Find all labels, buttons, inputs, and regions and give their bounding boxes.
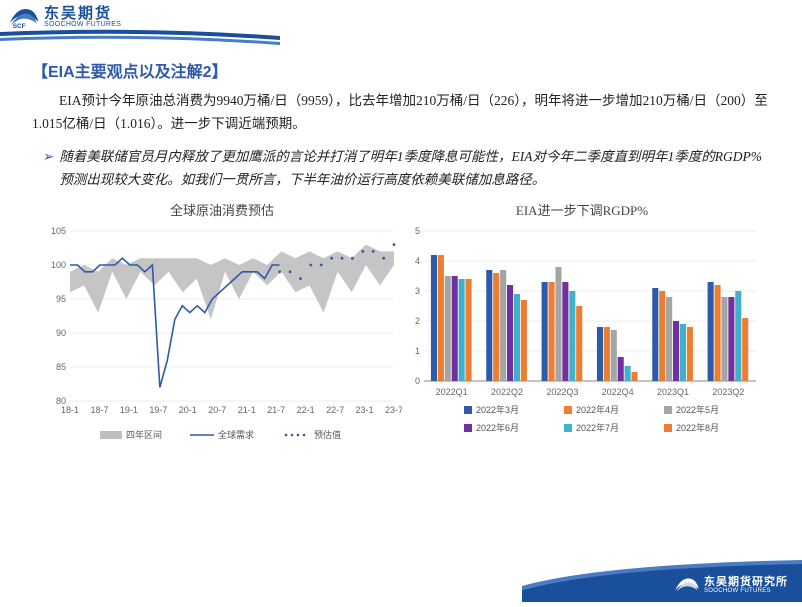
footer-name-en: SOOCHOW FUTURES [704, 588, 788, 594]
bullet-text: 随着美联储官员月内释放了更加鹰派的言论并打消了明年1季度降息可能性，EIA对今年… [59, 146, 770, 192]
svg-text:2023Q2: 2023Q2 [712, 387, 744, 397]
svg-text:2023Q1: 2023Q1 [657, 387, 689, 397]
svg-text:全球需求: 全球需求 [218, 429, 254, 440]
svg-text:2022年4月: 2022年4月 [576, 404, 619, 415]
svg-text:2022Q3: 2022Q3 [546, 387, 578, 397]
svg-text:2: 2 [415, 316, 420, 326]
header-swoosh-icon [0, 28, 280, 48]
footer-mark-icon [674, 574, 700, 596]
svg-text:23-1: 23-1 [356, 405, 374, 415]
brand-name-en: SOOCHOW FUTURES [44, 21, 121, 28]
footer-brand: 东吴期货研究所 SOOCHOW FUTURES [674, 574, 788, 596]
svg-text:2022年3月: 2022年3月 [476, 404, 519, 415]
svg-text:22-7: 22-7 [326, 405, 344, 415]
svg-text:2022Q1: 2022Q1 [436, 387, 468, 397]
intro-paragraph: EIA预计今年原油总消费为9940万桶/日（9959），比去年增加210万桶/日… [32, 90, 770, 136]
svg-text:20-1: 20-1 [179, 405, 197, 415]
bullet-point: ➢ 随着美联储官员月内释放了更加鹰派的言论并打消了明年1季度降息可能性，EIA对… [32, 146, 770, 192]
page-footer: 东吴期货研究所 SOOCHOW FUTURES [522, 560, 802, 602]
svg-text:2022Q2: 2022Q2 [491, 387, 523, 397]
svg-text:2022年7月: 2022年7月 [576, 422, 619, 433]
chevron-right-icon: ➢ [42, 146, 53, 192]
chart-global-consumption: 全球原油消费预估 8085909510010518-118-719-119-72… [42, 200, 402, 460]
svg-text:2022年5月: 2022年5月 [676, 404, 719, 415]
svg-text:18-1: 18-1 [61, 405, 79, 415]
svg-text:21-7: 21-7 [267, 405, 285, 415]
content-area: 【EIA主要观点以及注解2】 EIA预计今年原油总消费为9940万桶/日（995… [0, 50, 802, 460]
svg-text:22-1: 22-1 [297, 405, 315, 415]
svg-text:0: 0 [415, 376, 420, 386]
chart2-title: EIA进一步下调RGDP% [402, 200, 762, 219]
footer-name-cn: 东吴期货研究所 [704, 577, 788, 588]
svg-text:95: 95 [56, 294, 66, 304]
svg-text:100: 100 [51, 260, 66, 270]
svg-text:19-7: 19-7 [149, 405, 167, 415]
brand-logo: SCF 东吴期货 SOOCHOW FUTURES [8, 4, 121, 30]
svg-text:预估值: 预估值 [314, 429, 341, 440]
chart1-title: 全球原油消费预估 [42, 200, 402, 219]
svg-text:4: 4 [415, 256, 420, 266]
svg-text:2022年8月: 2022年8月 [676, 422, 719, 433]
section-title: 【EIA主要观点以及注解2】 [32, 58, 770, 82]
charts-container: 全球原油消费预估 8085909510010518-118-719-119-72… [32, 196, 770, 460]
svg-text:2022Q4: 2022Q4 [602, 387, 634, 397]
svg-text:23-7: 23-7 [385, 405, 402, 415]
svg-text:19-1: 19-1 [120, 405, 138, 415]
svg-text:18-7: 18-7 [90, 405, 108, 415]
brand-name-cn: 东吴期货 [44, 6, 121, 21]
svg-text:90: 90 [56, 328, 66, 338]
svg-text:3: 3 [415, 286, 420, 296]
chart1-canvas: 8085909510010518-118-719-119-720-120-721… [42, 225, 402, 455]
brand-mark-icon: SCF [8, 4, 40, 30]
svg-text:21-1: 21-1 [238, 405, 256, 415]
svg-text:5: 5 [415, 226, 420, 236]
svg-text:四年区间: 四年区间 [126, 429, 162, 440]
svg-text:2022年6月: 2022年6月 [476, 422, 519, 433]
svg-text:20-7: 20-7 [208, 405, 226, 415]
chart2-canvas: 0 1 2 3 4 5 2022Q1 2022Q2 2022Q3 2022Q4 2023Q1 2023… [402, 225, 762, 455]
svg-text:105: 105 [51, 226, 66, 236]
svg-text:85: 85 [56, 362, 66, 372]
page-header: SCF 东吴期货 SOOCHOW FUTURES [0, 0, 802, 50]
svg-text:1: 1 [415, 346, 420, 356]
chart-rgdp: EIA进一步下调RGDP% 0 1 2 3 4 5 2022Q1 2022Q2 2022Q3 20… [402, 200, 762, 460]
